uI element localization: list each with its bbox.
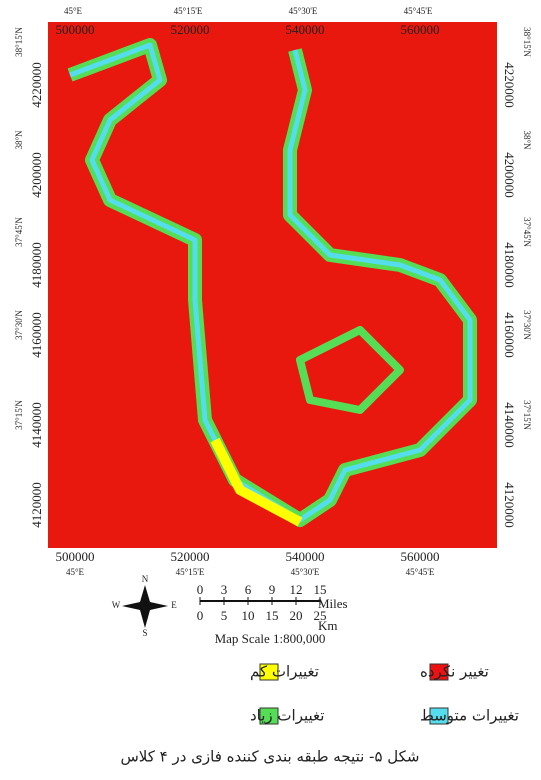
right-northing: 4180000 [502,242,517,288]
legend-label: تغییر نکرده [420,663,489,681]
legend-label: تغییرات زیاد [250,707,324,725]
top-lon: 45°E [64,6,83,16]
left-northing: 4140000 [29,402,44,448]
bottom-lon: 45°45'E [406,567,435,577]
km-tick: 15 [266,608,279,623]
left-lat: 37°30'N [14,310,24,340]
right-northing: 4120000 [502,482,517,528]
bottom-lon: 45°15'E [176,567,205,577]
compass-w: W [112,600,121,610]
right-northing: 4200000 [502,152,517,198]
caption: شکل ۵- نتیجه طبقه بندی کننده فازی در ۴ ک… [120,748,419,766]
left-northing: 4160000 [29,312,44,358]
left-northing: 4220000 [29,62,44,108]
km-tick: 10 [242,608,255,623]
right-northing: 4140000 [502,402,517,448]
compass-e: E [171,600,177,610]
miles-tick: 12 [290,582,303,597]
map-scale: Map Scale 1:800,000 [215,631,326,646]
miles-tick: 9 [269,582,276,597]
km-tick: 20 [290,608,303,623]
right-northing: 4220000 [502,62,517,108]
right-lat: 38°N [522,130,532,150]
left-lat: 38°15'N [14,27,24,57]
right-lat: 38°15'N [522,27,532,57]
km-unit: Km [318,618,338,633]
bottom-easting: 500000 [56,549,95,564]
legend-label: تغییرات کم [250,663,319,681]
bottom-lon: 45°E [66,567,85,577]
left-lat: 37°45'N [14,217,24,247]
left-northing: 4200000 [29,152,44,198]
map-frame [48,22,497,548]
top-lon: 45°30'E [289,6,318,16]
bottom-easting: 540000 [286,549,325,564]
left-lat: 38°N [14,130,24,150]
right-lat: 37°30'N [522,310,532,340]
miles-tick: 3 [221,582,228,597]
compass-n: N [142,574,149,584]
left-lat: 37°15'N [14,400,24,430]
km-tick: 5 [221,608,228,623]
miles-tick: 0 [197,582,204,597]
right-lat: 37°15'N [522,400,532,430]
top-easting: 500000 [56,22,95,37]
top-easting: 520000 [171,22,210,37]
top-easting: 560000 [401,22,440,37]
right-lat: 37°45'N [522,217,532,247]
left-northing: 4180000 [29,242,44,288]
right-northing: 4160000 [502,312,517,358]
top-lon: 45°15'E [174,6,203,16]
bottom-easting: 560000 [401,549,440,564]
miles-tick: 15 [314,582,327,597]
compass: N S E W [112,574,178,638]
compass-s: S [142,628,147,638]
left-northing: 4120000 [29,482,44,528]
top-lon: 45°45'E [404,6,433,16]
figure: N S E W Map Scale 1:800,000 شکل ۵- نتیجه… [0,0,541,780]
top-easting: 540000 [286,22,325,37]
bottom-lon: 45°30'E [291,567,320,577]
miles-tick: 6 [245,582,252,597]
legend-label: تغییرات متوسط [420,707,519,725]
bottom-easting: 520000 [171,549,210,564]
km-tick: 0 [197,608,204,623]
